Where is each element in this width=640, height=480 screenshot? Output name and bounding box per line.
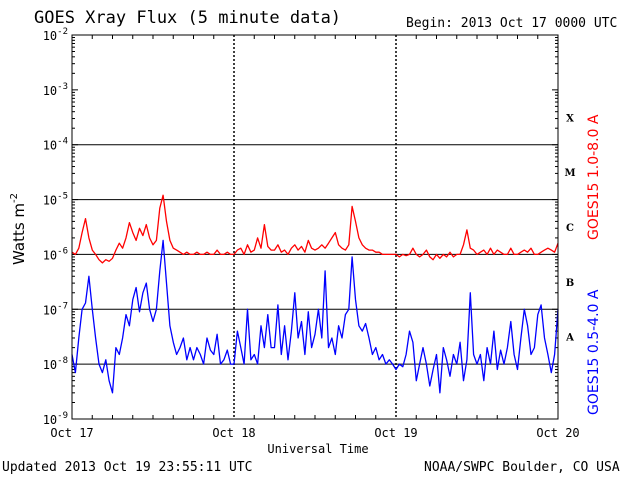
series-lines: [71, 194, 559, 394]
legend-short-channel: GOES15 0.5-4.0 A: [586, 289, 602, 415]
y-tick-label: 10-2: [43, 27, 68, 43]
y-axis-label: Watts m-2: [9, 193, 28, 265]
y-tick-label: 10-5: [43, 192, 68, 208]
flare-class-label: C: [566, 223, 574, 234]
x-axis-label: Universal Time: [267, 442, 368, 456]
chart-title: GOES Xray Flux (5 minute data): [34, 8, 342, 28]
x-tick-label: Oct 20: [536, 426, 579, 440]
y-tick-label: 10-4: [43, 137, 68, 153]
x-tick-labels: Oct 17 Oct 18 Oct 19 Oct 20: [50, 426, 579, 440]
legend-long-channel: GOES15 1.0-8.0 A: [586, 114, 602, 240]
flare-class-label: B: [566, 278, 574, 289]
y-tick-label: 10-3: [43, 82, 68, 98]
x-tick-label: Oct 18: [212, 426, 255, 440]
flare-class-label: A: [565, 333, 574, 344]
flare-class-labels: X M C B A: [564, 113, 575, 343]
y-axis-label-base: Watts m: [10, 203, 28, 265]
x-tick-label: Oct 19: [374, 426, 417, 440]
credit-label: NOAA/SWPC Boulder, CO USA: [424, 460, 620, 475]
y-tick-label: 10-6: [43, 246, 68, 262]
series-line-0: [71, 194, 559, 264]
y-tick-label: 10-7: [43, 301, 68, 317]
y-axis-label-sup: -2: [9, 193, 20, 203]
flare-class-label: M: [564, 168, 575, 179]
series-line-1: [71, 239, 559, 394]
updated-timestamp: Updated 2013 Oct 19 23:55:11 UTC: [2, 460, 253, 475]
x-tick-label: Oct 17: [50, 426, 93, 440]
y-tick-label: 10-8: [43, 356, 68, 372]
begin-time: Begin: 2013 Oct 17 0000 UTC: [406, 16, 618, 31]
plot-frame: [71, 34, 559, 420]
flare-class-label: X: [566, 113, 574, 124]
y-tick-labels: 10-2 10-3 10-4 10-5 10-6 10-7 10-8 10-9: [43, 27, 68, 427]
y-tick-label: 10-9: [43, 411, 68, 427]
